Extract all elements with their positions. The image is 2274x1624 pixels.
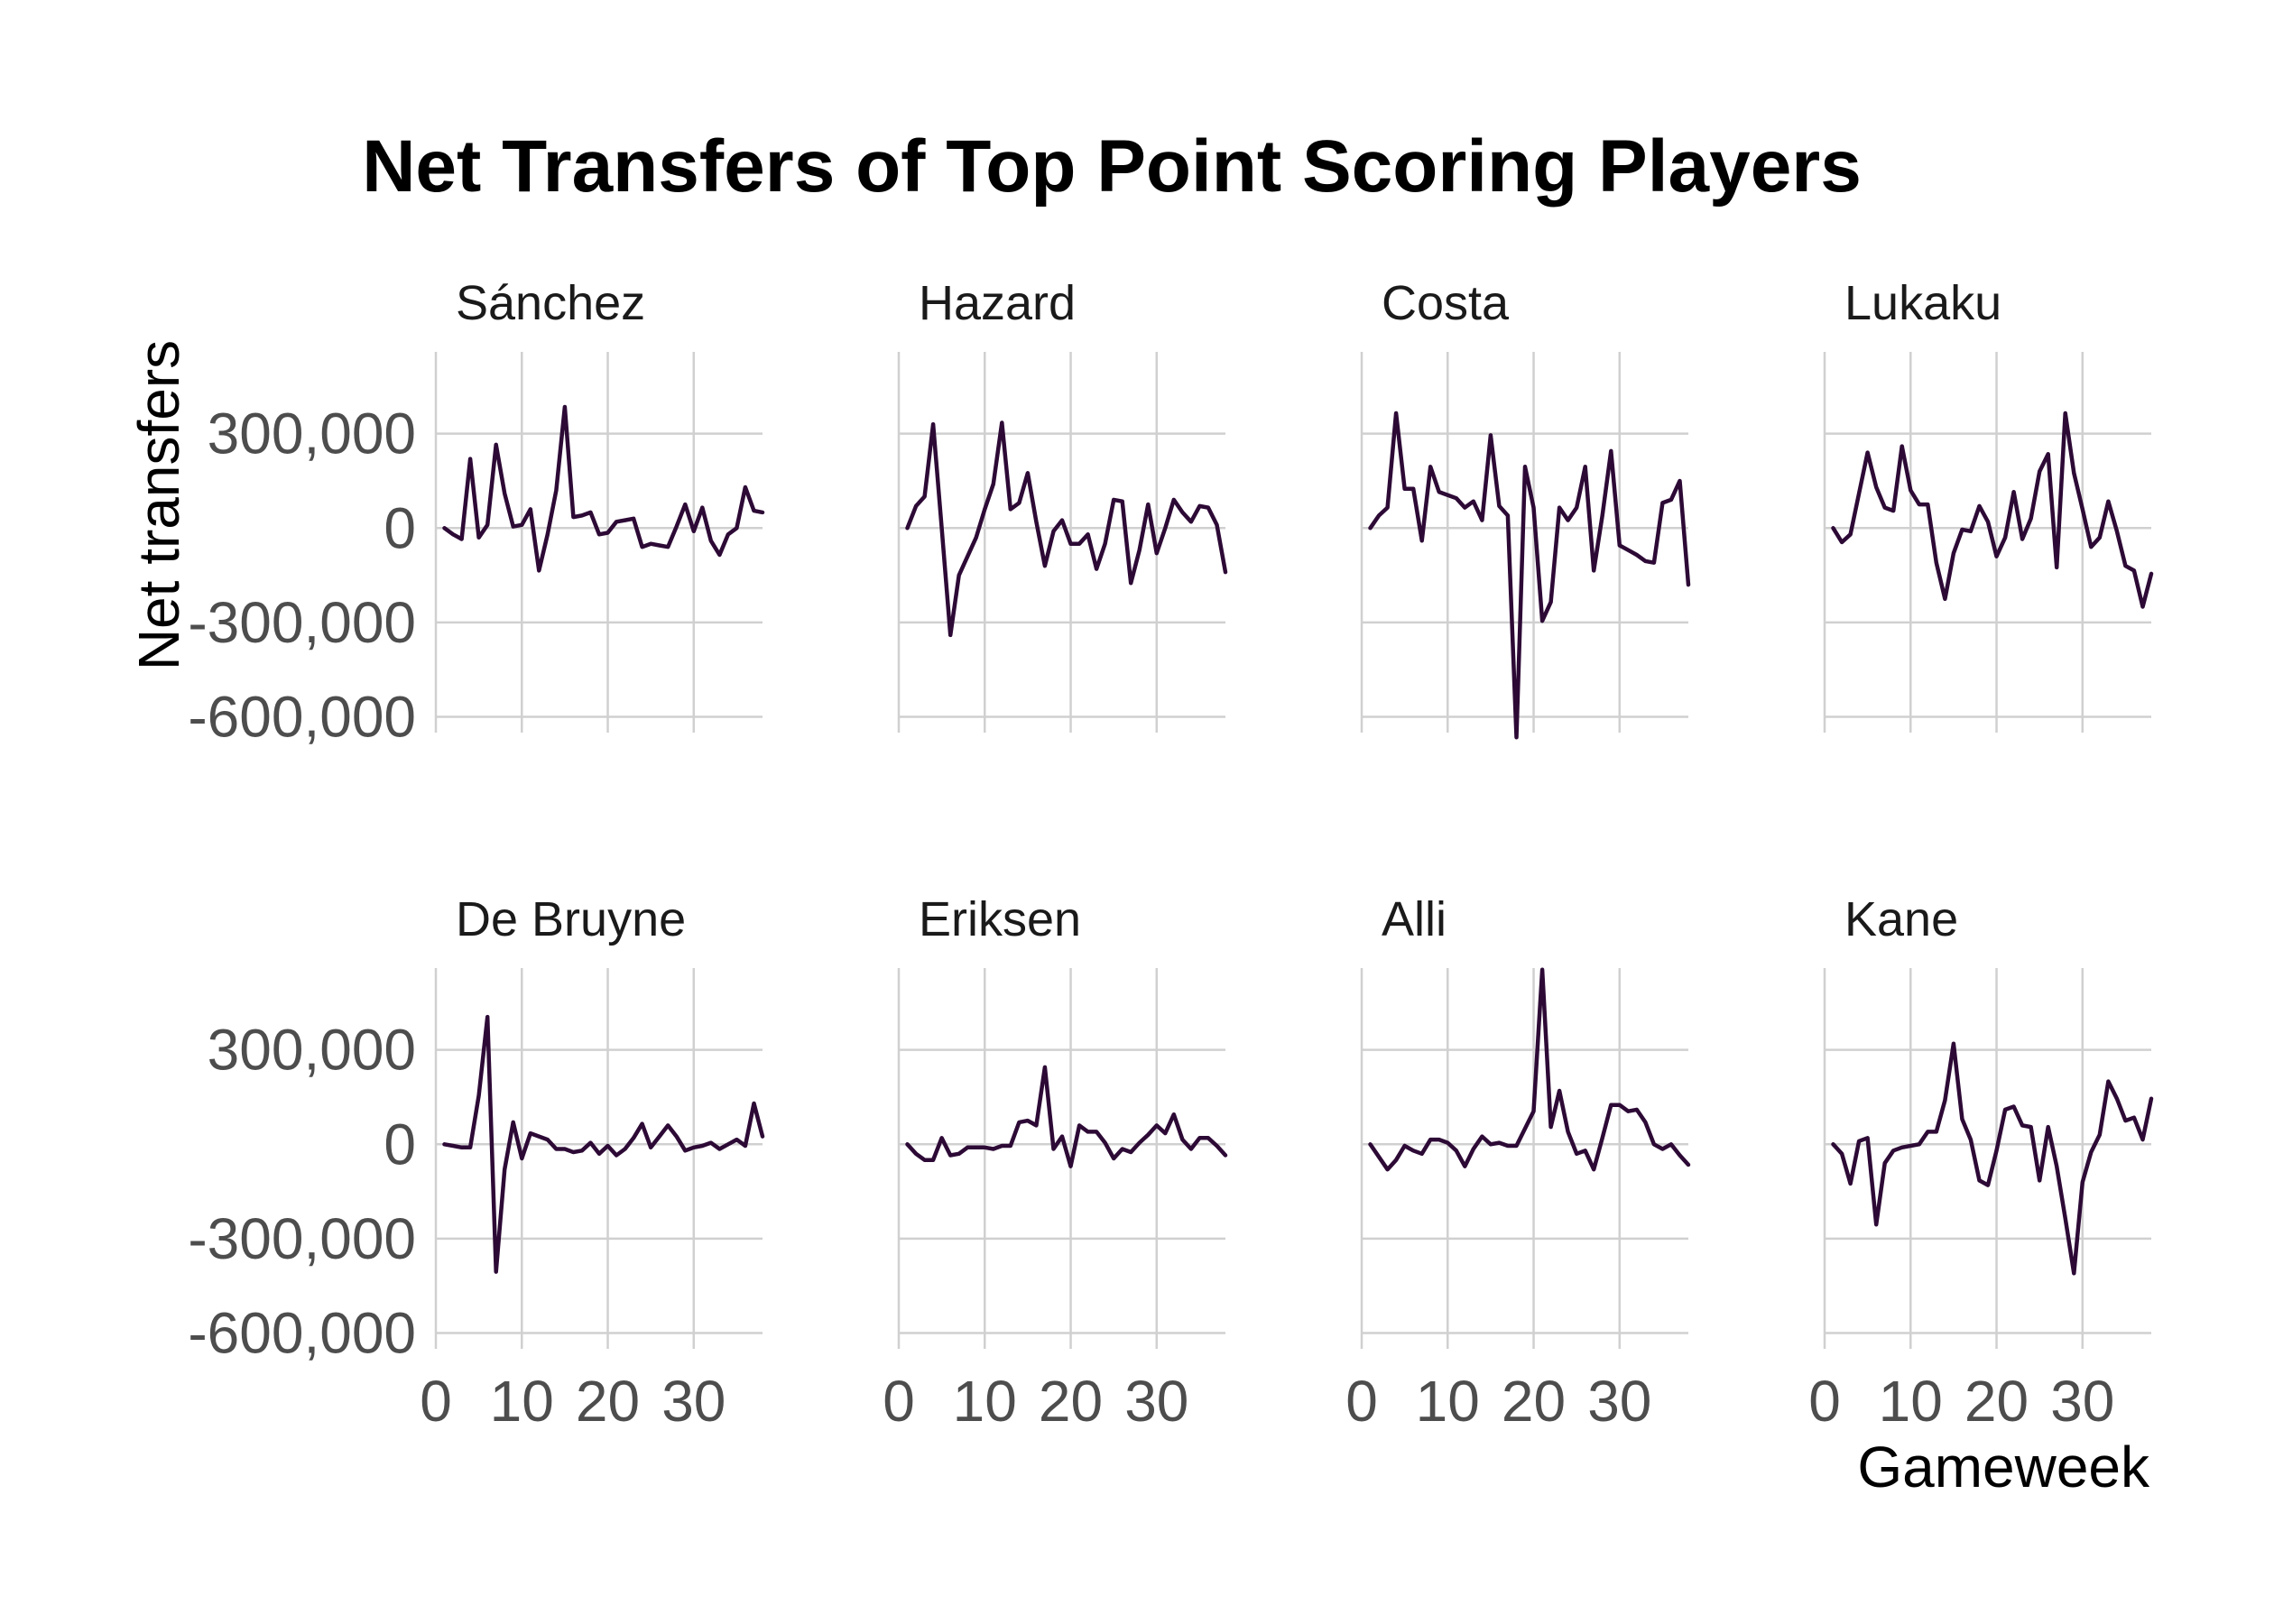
x-tick-label: 20 [576, 1369, 640, 1434]
facet-costa: Costa [1360, 276, 1691, 740]
x-tick-label: 20 [1039, 1369, 1103, 1434]
y-tick-label: -300,000 [188, 1206, 416, 1271]
y-tick-label: 300,000 [208, 1018, 416, 1083]
x-tick-label: 0 [1808, 1369, 1841, 1434]
facet-label: Hazard [919, 276, 1076, 330]
y-axis-title: Net transfers [126, 340, 191, 670]
facet-label: Costa [1382, 276, 1510, 330]
chart-title: Net Transfers of Top Point Scoring Playe… [362, 125, 1862, 208]
x-tick-label: 20 [1502, 1369, 1566, 1434]
series-line-de-bruyne [442, 1014, 765, 1274]
facet-label: De Bruyne [456, 892, 686, 946]
facet-alli: Alli 0 10 20 30 [1345, 892, 1691, 1434]
facet-label: Alli [1382, 892, 1447, 946]
x-tick-label: 10 [490, 1369, 554, 1434]
x-tick-label: 20 [1964, 1369, 2029, 1434]
facet-lukaku: Lukaku [1823, 276, 2154, 733]
y-tick-label: -600,000 [188, 685, 416, 750]
facet-label: Kane [1844, 892, 1958, 946]
x-tick-label: 0 [883, 1369, 915, 1434]
y-tick-label: 0 [384, 495, 416, 560]
series-line-lukaku [1831, 411, 2154, 609]
x-tick-label: 30 [2050, 1369, 2114, 1434]
y-tick-label: 0 [384, 1112, 416, 1176]
facet-label: Sánchez [456, 276, 645, 330]
facet-eriksen: Eriksen 0 10 20 30 [883, 892, 1228, 1434]
facet-hazard: Hazard [897, 276, 1228, 733]
facet-kane: Kane 0 10 20 30 [1808, 892, 2154, 1434]
x-axis-title: Gameweek [1857, 1435, 2150, 1499]
facet-s-nchez: Sánchez 300,000 0 -300,000 -600,000 [188, 276, 765, 750]
x-tick-label: 0 [420, 1369, 452, 1434]
series-line-kane [1831, 1041, 2154, 1276]
y-tick-label: -600,000 [188, 1301, 416, 1366]
series-line-s-nchez [442, 404, 765, 573]
facet-label: Eriksen [919, 892, 1081, 946]
x-tick-label: 10 [1416, 1369, 1480, 1434]
x-tick-label: 30 [1587, 1369, 1651, 1434]
x-tick-label: 10 [953, 1369, 1017, 1434]
x-tick-label: 30 [1124, 1369, 1188, 1434]
facet-label: Lukaku [1844, 276, 2001, 330]
y-tick-label: -300,000 [188, 590, 416, 655]
series-line-alli [1368, 967, 1691, 1172]
facet-panels: Sánchez 300,000 0 -300,000 -600,000 Hazard Cos… [188, 276, 2154, 1434]
y-tick-label: 300,000 [208, 401, 416, 466]
x-tick-label: 10 [1879, 1369, 1943, 1434]
x-tick-label: 0 [1345, 1369, 1378, 1434]
series-line-hazard [905, 420, 1228, 638]
x-tick-label: 30 [661, 1369, 726, 1434]
series-line-costa [1368, 411, 1691, 740]
series-line-eriksen [905, 1065, 1228, 1168]
